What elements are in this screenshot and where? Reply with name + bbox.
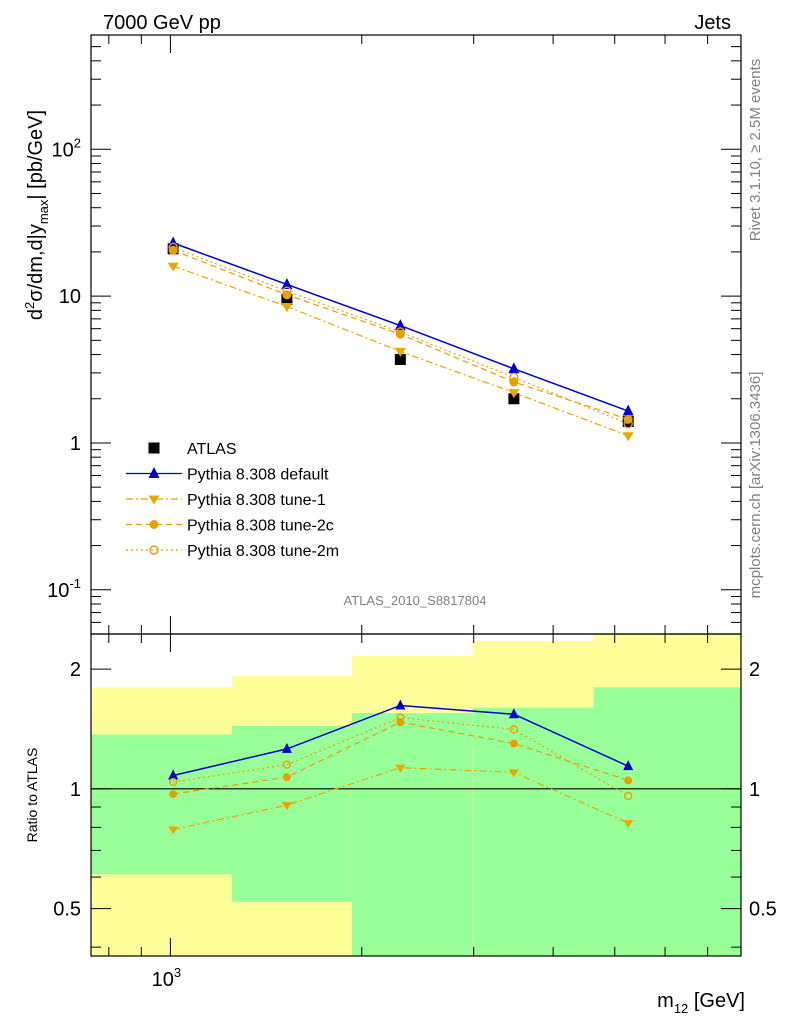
analysis-id: ATLAS_2010_S8817804	[344, 593, 487, 608]
ratio-series	[168, 699, 634, 835]
ratio-point-3-0	[168, 777, 178, 787]
main-point-2-4	[622, 432, 634, 442]
main-line-4	[172, 246, 629, 425]
legend-label-1: Pythia 8.308 default	[187, 467, 329, 484]
legend: ATLAS Pythia 8.308 default Pythia 8.308 tu…	[126, 441, 339, 560]
main-y-tick-label-0: 10-1	[47, 576, 81, 602]
ratio-y-tick-label-left-0: 0.5	[53, 899, 81, 921]
main-point-4-0	[168, 242, 178, 252]
main-point-1-2	[394, 319, 406, 331]
main-point-1-4	[622, 404, 634, 416]
axis-ticks: 10-1 1 10 102 0.5 0.5 1 1 2 2 103	[47, 34, 777, 991]
ratio-y-tick-label-right-0: 0.5	[749, 899, 777, 921]
main-series	[167, 236, 634, 442]
main-y-tick-label-2: 10	[59, 286, 81, 308]
main-point-1-3	[508, 362, 520, 374]
ratio-line-3	[173, 717, 629, 797]
main-point-4-1	[282, 286, 292, 296]
main-y-axis-label: d2σ/dm,d|ymax| [pb/GeV]	[22, 110, 51, 320]
legend-marker-0	[148, 442, 160, 454]
mcplots-label: mcplots.cern.ch [arXiv:1306.3436]	[747, 372, 764, 599]
ratio-point-2-1	[282, 773, 291, 782]
ratio-point-1-4	[623, 820, 634, 829]
ratio-point-1-3	[508, 769, 519, 778]
plot-frames	[90, 34, 742, 957]
main-point-1-1	[281, 277, 293, 289]
main-point-0-3	[508, 393, 520, 405]
legend-label-3: Pythia 8.308 tune-2c	[187, 518, 334, 535]
legend-label-4: Pythia 8.308 tune-2m	[187, 543, 339, 560]
legend-marker-3	[149, 520, 159, 529]
ratio-y-axis-label: Ratio to ATLAS	[24, 748, 40, 843]
header-right: Jets	[694, 12, 731, 34]
band-inner-3	[472, 707, 594, 956]
main-point-3-0	[168, 245, 178, 255]
legend-marker-4	[149, 545, 159, 555]
main-point-3-2	[395, 329, 405, 339]
header-left: 7000 GeV pp	[103, 12, 221, 34]
x-tick-label: 103	[152, 965, 181, 991]
main-y-tick-label-1: 1	[70, 433, 81, 455]
main-point-4-2	[395, 327, 406, 337]
main-point-2-1	[281, 302, 293, 312]
rivet-label: Rivet 3.1.10, ≥ 2.5M events	[747, 59, 764, 242]
legend-label-0: ATLAS	[187, 441, 237, 458]
band-inner-2	[351, 713, 473, 956]
main-point-4-4	[623, 419, 633, 429]
ratio-bands	[91, 634, 741, 956]
ratio-y-tick-label-right-2: 2	[749, 659, 760, 681]
ratio-point-1-1	[281, 802, 292, 811]
main-y-tick-label-3: 102	[52, 135, 81, 161]
legend-marker-1	[148, 467, 160, 478]
main-point-2-0	[167, 262, 179, 272]
ratio-y-tick-label-left-2: 2	[70, 659, 81, 681]
ratio-point-1-2	[395, 764, 406, 773]
main-point-2-2	[394, 347, 406, 357]
ratio-y-tick-label-left-1: 1	[70, 779, 81, 801]
ratio-point-2-4	[624, 776, 633, 785]
ratio-point-2-3	[509, 739, 518, 748]
ratio-point-3-2	[396, 713, 405, 722]
x-axis-label: m12 [GeV]	[657, 990, 745, 1016]
main-point-0-1	[281, 293, 293, 305]
ratio-frame	[90, 633, 742, 957]
main-point-4-3	[509, 372, 519, 382]
main-point-2-3	[508, 389, 520, 399]
ratio-point-2-0	[169, 790, 178, 799]
ratio-point-3-3	[509, 725, 519, 734]
band-inner-4	[593, 687, 741, 956]
ratio-point-0-0	[168, 769, 179, 780]
band-inner-0	[91, 734, 233, 875]
ratio-point-3-4	[623, 791, 633, 801]
ratio-y-tick-label-right-1: 1	[749, 779, 760, 801]
main-point-3-3	[509, 377, 519, 387]
legend-label-2: Pythia 8.308 tune-1	[187, 492, 326, 509]
ratio-point-0-1	[281, 742, 292, 753]
ratio-point-0-3	[508, 708, 519, 719]
ratio-point-0-4	[623, 760, 634, 771]
ratio-point-0-2	[395, 699, 406, 710]
band-inner-1	[232, 725, 352, 902]
ratio-point-3-1	[282, 760, 292, 769]
main-point-0-2	[394, 354, 406, 366]
ratio-point-1-0	[168, 826, 179, 835]
legend-marker-2	[148, 495, 160, 505]
